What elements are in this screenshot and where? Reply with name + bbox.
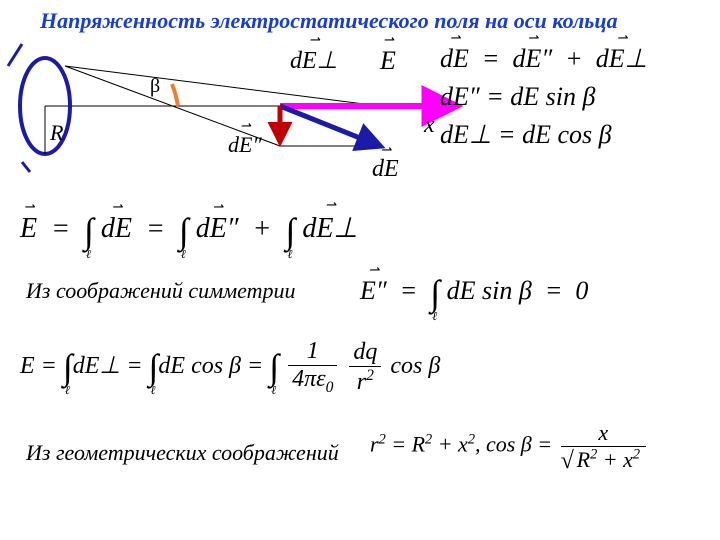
label-dE: ⇀dE xyxy=(372,156,399,183)
geometry-label: Из геометрических соображений xyxy=(26,440,339,466)
symmetry-label: Из соображений симметрии xyxy=(26,278,296,304)
formula-symmetry: ⇀E″ = ∫ℓ dE sin β = 0 xyxy=(360,272,588,314)
label-x: x xyxy=(424,112,435,139)
label-E: ⇀E xyxy=(380,46,396,76)
formula-geometry: r2 = R2 + x2, cos β = x R2 + x2 xyxy=(370,420,649,473)
label-dEpar: ⇀dE″ xyxy=(228,132,262,158)
formulas-right: ⇀dE = ⇀dE″ + ⇀dE⊥ dE″ = dE sin β dE⊥ = d… xyxy=(440,44,700,158)
svg-text:R: R xyxy=(49,120,64,145)
svg-text:β: β xyxy=(150,75,160,97)
label-dEperp: ⇀dE⊥ xyxy=(290,46,338,75)
formula-integral-decomp: ⇀E = ∫ℓ ⇀dE = ∫ℓ ⇀dE″ + ∫ℓ ⇀dE⊥ xyxy=(20,210,358,252)
formula-long: E = ∫ℓdE⊥ = ∫ℓdE cos β = ∫ℓ 1 4πε0 dq r2… xyxy=(20,338,440,397)
